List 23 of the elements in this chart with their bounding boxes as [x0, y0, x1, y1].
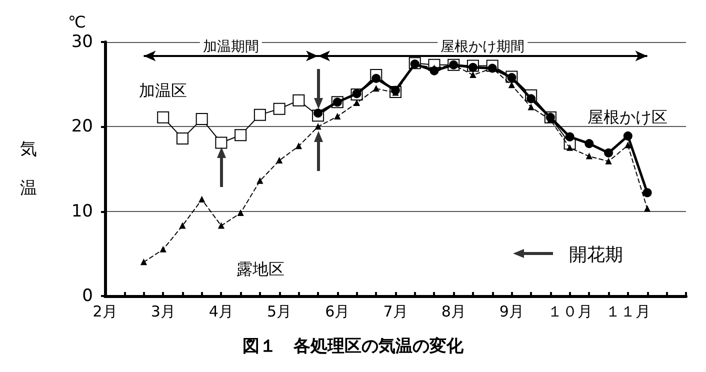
y-tick-label: 10 [71, 201, 93, 222]
annotation: 開花期 [569, 244, 623, 266]
series-label: 屋根かけ区 [587, 107, 668, 126]
annotation: 屋根かけ期間 [440, 38, 525, 55]
x-tick-label: 2月 [92, 302, 118, 320]
text: 図１ 各処理区の気温の変化 [242, 336, 464, 356]
y-tick-label: 0 [82, 286, 93, 306]
x-tick-label: 9月 [499, 302, 524, 320]
y-axis-title: 気温 [20, 140, 37, 198]
x-tick-label: １１月 [605, 302, 650, 320]
text: 露地区 [236, 260, 285, 279]
y-tick-label: 20 [71, 116, 93, 137]
x-tick-label: 8月 [441, 302, 466, 320]
x-tick-label: 7月 [383, 302, 408, 320]
series-label: 加温区 [139, 80, 188, 100]
x-tick-label: 3月 [150, 302, 176, 320]
y-tick-label: 30 [71, 32, 93, 52]
x-tick-label: 5月 [267, 302, 292, 320]
annotation: 加温期間 [202, 38, 259, 55]
x-tick-label: 4月 [208, 302, 234, 320]
text: ℃ [68, 12, 86, 32]
x-tick-label: １０月 [547, 302, 592, 320]
x-tick-label: 6月 [325, 302, 350, 320]
